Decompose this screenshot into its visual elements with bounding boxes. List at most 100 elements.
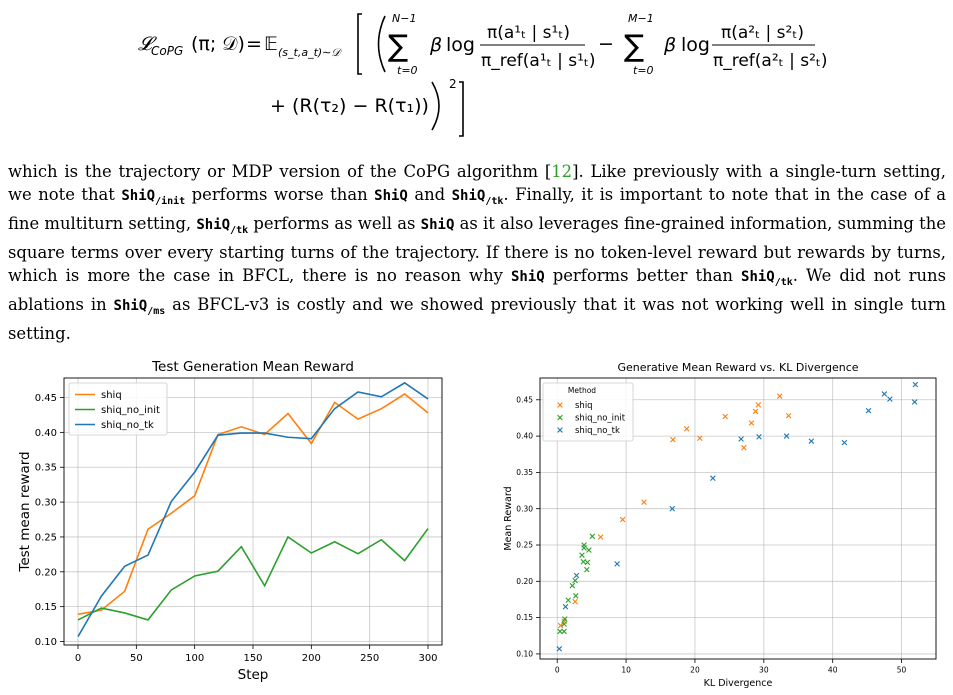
point-stroke (683, 426, 690, 432)
y-tick-label: 0.15 (35, 602, 57, 613)
legend-title: Method (568, 386, 596, 395)
scatter-point-shiq (670, 436, 676, 443)
y-tick-label: 0.25 (516, 541, 533, 550)
text-run: ]. Like previously with a single-turn se… (8, 162, 946, 204)
beta-1: β (429, 34, 442, 56)
scatter-point-shiq_no_tk (573, 572, 580, 579)
scatter-point-shiq (748, 420, 755, 426)
y-tick-label: 0.10 (35, 637, 57, 648)
x-tick-label: 20 (690, 666, 700, 675)
x-tick-label: 50 (130, 653, 143, 664)
scatter-point-shiq (755, 402, 762, 408)
scatter-point-shiq_no_init (584, 559, 591, 566)
series-line-shiq_no_tk (77, 381, 429, 638)
scatter-chart-reward-vs-kl: Generative Mean Reward vs. KL Divergence… (503, 361, 937, 689)
point-stroke (785, 412, 792, 419)
scatter-point-shiq_no_tk (881, 391, 888, 397)
scatter-point-shiq_no_init (557, 628, 563, 635)
right-bracket (459, 81, 464, 137)
text-run: performs better than (544, 265, 742, 285)
left-bracket (357, 13, 362, 75)
sum2-upper: M−1 (628, 12, 654, 25)
point-stroke (584, 559, 591, 566)
point-stroke (865, 407, 872, 414)
frac2-denominator: π_ref(a²ₜ | s²ₜ) (713, 51, 828, 71)
point-stroke (912, 381, 919, 388)
y-tick-label: 0.30 (35, 498, 57, 509)
point-stroke (841, 439, 848, 446)
point-stroke (573, 593, 579, 599)
y-axis-label: Mean Reward (503, 486, 514, 550)
line-chart-test-generation: Test Generation Mean Reward 0 50 100 150 200 2… (17, 359, 443, 683)
scatter-point-shiq_no_init (573, 593, 579, 599)
right-paren (431, 81, 440, 131)
scatter-point-shiq (572, 598, 578, 605)
scatter-point-shiq_no_init (561, 621, 567, 627)
text-run: . Finally, it is important to note that … (8, 184, 946, 233)
point-stroke (670, 436, 676, 443)
scatter-point-shiq (557, 622, 564, 629)
scatter-point-shiq_no_tk (912, 381, 919, 388)
legend-label: shiq (101, 390, 122, 401)
y-tick-label: 0.45 (516, 395, 533, 404)
y-axis-label: Test mean reward (17, 451, 33, 572)
scatter-point-shiq_no_tk (911, 399, 918, 405)
legend-swatch (557, 402, 563, 408)
x-tick-label: 200 (302, 653, 321, 664)
scatter-point-shiq (741, 444, 747, 451)
point-stroke (710, 475, 716, 481)
y-tick-label: 0.30 (516, 504, 533, 513)
minus-sign: − (598, 33, 614, 55)
citation-link[interactable]: 12 (551, 162, 573, 181)
point-stroke (738, 436, 744, 442)
point-stroke (557, 628, 563, 635)
text-run: as BFCL-v3 is costly and we showed previ… (8, 294, 946, 344)
sum2-lower: t=0 (633, 64, 654, 77)
x-tick-label: 30 (759, 666, 769, 675)
x-tick-label: 100 (185, 653, 204, 664)
code-term: ShiQ/tk (451, 187, 504, 207)
frac1-numerator: π(a¹ₜ | s¹ₜ) (487, 23, 570, 43)
text-run: performs as well as (248, 213, 421, 233)
copg-loss-equation-line1: 𝓛 CoPG (π; 𝒟) = 𝔼 (s_t,a_t)∼𝒟 N−1 ∑ t=0 … (138, 12, 828, 77)
scatter-point-shiq_no_init (584, 566, 590, 573)
point-stroke (586, 547, 592, 553)
scatter-point-shiq (696, 435, 703, 442)
expectation-subscript: (s_t,a_t)∼𝒟 (278, 46, 342, 59)
y-tick-label: 0.20 (35, 567, 57, 578)
scatter-point-shiq_no_tk (756, 434, 762, 440)
point-stroke (573, 572, 580, 579)
code-term: ShiQ (420, 216, 455, 233)
square-exponent: 2 (449, 78, 457, 91)
log-2: log (681, 34, 710, 56)
x-tick-label: 150 (243, 653, 262, 664)
code-term: ShiQ (510, 268, 545, 285)
scatter-point-shiq_no_tk (556, 646, 563, 652)
legend-label: shiq_no_init (101, 405, 160, 416)
scatter-point-shiq_no_init (579, 552, 585, 558)
point-stroke (556, 646, 563, 652)
text-run: performs worse than (185, 184, 375, 204)
point-stroke (597, 534, 604, 540)
y-tick-label: 0.10 (516, 650, 533, 659)
scatter-point-shiq (597, 534, 604, 540)
point-stroke (756, 434, 762, 440)
point-stroke (581, 545, 587, 551)
y-tick-label: 0.45 (35, 393, 57, 404)
text-run: as it also leverages fine-grained inform… (8, 213, 946, 285)
point-stroke (911, 399, 918, 405)
point-stroke (619, 516, 626, 523)
point-stroke (752, 408, 759, 415)
point-stroke (641, 499, 647, 505)
chart-title: Test Generation Mean Reward (151, 359, 354, 375)
copg-loss-equation-line2: + (R(τ₂) − R(τ₁)) 2 (270, 78, 464, 137)
y-tick-label: 0.15 (516, 613, 533, 622)
x-tick-label: 250 (360, 653, 379, 664)
point-stroke (783, 433, 790, 439)
point-stroke (561, 628, 567, 635)
plot-frame (539, 377, 937, 660)
y-tick-label: 0.35 (35, 463, 57, 474)
y-tick-label: 0.20 (516, 577, 533, 586)
point-stroke (614, 561, 620, 567)
point-stroke (561, 621, 567, 627)
